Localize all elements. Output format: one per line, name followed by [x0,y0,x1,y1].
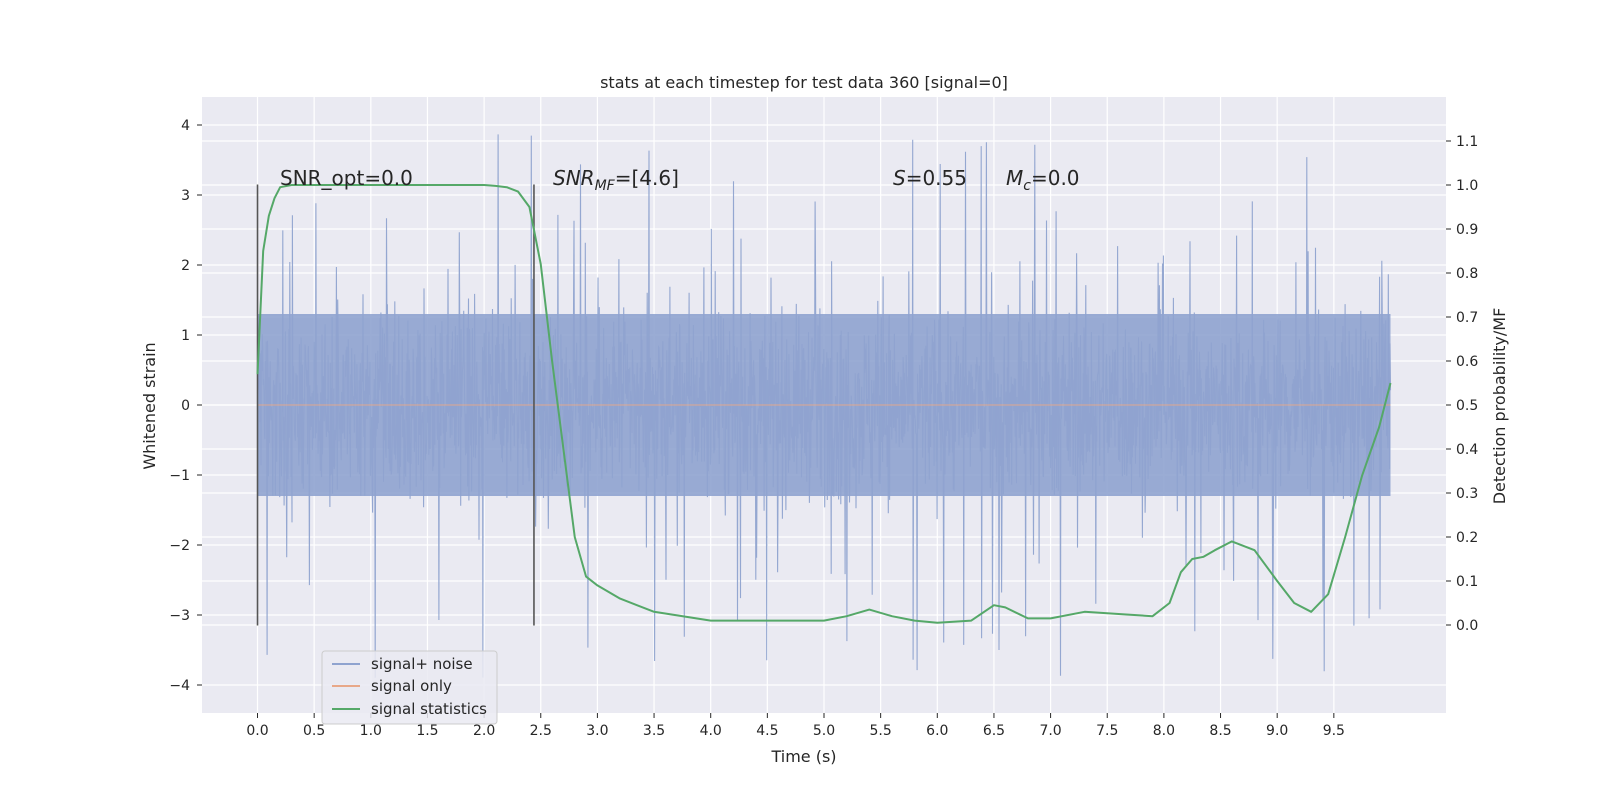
annotation-mc-main: M [1006,166,1023,190]
y2-tick-label: 0.0 [1456,618,1478,634]
y2-tick-label: 0.3 [1456,486,1478,502]
legend: signal+ noise signal only signal statist… [321,650,498,725]
annotation-s-main: S [893,166,906,190]
y-tick-label: −1 [169,468,190,484]
x-tick-label: 8.5 [1209,723,1231,739]
x-tick-label: 5.5 [870,723,892,739]
y2-tick-label: 0.2 [1456,530,1478,546]
x-tick-label: 1.5 [416,723,438,739]
legend-label-signal-only: signal only [371,677,452,695]
x-axis-label: Time (s) [770,747,836,766]
legend-label-statistics: signal statistics [371,700,487,718]
series-signal-statistics [256,184,1392,624]
x-tick-label: 1.0 [360,723,382,739]
y2-tick-label: 1.1 [1456,134,1478,150]
annotation-mc-value: =0.0 [1031,166,1080,190]
x-tick-label: 0.0 [246,723,268,739]
annotation-mc-sub: c [1023,178,1031,194]
annotation-mc: Mc=0.0 [1006,166,1080,194]
y-tick-label: 2 [181,258,190,274]
x-tick-label: 8.0 [1153,723,1175,739]
annotation-s: S=0.55 [893,166,967,190]
y2-axis-label: Detection probability/MF [1490,308,1509,505]
y-tick-label: 0 [181,398,190,414]
y-tick-label: 4 [181,118,190,134]
y2-tick-label: 0.4 [1456,442,1478,458]
x-tick-label: 7.5 [1096,723,1118,739]
annotation-snr-mf-value: =[4.6] [615,166,679,190]
chart-title: stats at each timestep for test data 360… [600,73,1008,92]
y-axis-ticks: −4 −3 −2 −1 0 1 2 3 4 [169,118,202,694]
statistics-line [256,184,1392,624]
y2-tick-label: 0.9 [1456,222,1478,238]
y2-axis-ticks: 0.0 0.1 0.2 0.3 0.4 0.5 0.6 0.7 0.8 0.9 1.0 1.1 [1446,134,1478,634]
y2-tick-label: 0.7 [1456,310,1478,326]
x-tick-label: 3.0 [586,723,608,739]
y-tick-label: 1 [181,328,190,344]
legend-box [321,650,498,725]
legend-label-noise: signal+ noise [371,655,473,673]
annotation-snr-mf-sub: MF [595,178,616,194]
x-axis-ticks: 0.0 0.5 1.0 1.5 2.0 2.5 3.0 3.5 4.0 4.5 5.0 5.5 6.0 6… [246,713,1345,739]
annotation-snr-opt: SNR_opt=0.0 [280,166,413,190]
annotation-snr-mf: SNRMF=[4.6] [553,166,679,194]
x-tick-label: 6.5 [983,723,1005,739]
y2-tick-label: 1.0 [1456,178,1478,194]
y-tick-label: 3 [181,188,190,204]
annotation-s-value: =0.55 [906,166,967,190]
annotation-snr-mf-main: SNR [553,166,595,190]
y-axis-label: Whitened strain [140,342,159,469]
y2-tick-label: 0.1 [1456,574,1478,590]
x-tick-label: 3.5 [643,723,665,739]
x-tick-label: 2.0 [473,723,495,739]
vertical-markers [256,184,535,626]
x-tick-label: 5.0 [813,723,835,739]
x-tick-label: 4.5 [756,723,778,739]
y2-tick-label: 0.6 [1456,354,1478,370]
x-tick-label: 4.0 [700,723,722,739]
x-tick-label: 7.0 [1039,723,1061,739]
y-tick-label: −2 [169,538,190,554]
y-tick-label: −3 [169,608,190,624]
x-tick-label: 6.0 [926,723,948,739]
y2-tick-label: 0.8 [1456,266,1478,282]
y2-tick-label: 0.5 [1456,398,1478,414]
x-tick-label: 9.5 [1323,723,1345,739]
y-tick-label: −4 [169,678,190,694]
x-tick-label: 0.5 [303,723,325,739]
x-tick-label: 9.0 [1266,723,1288,739]
x-tick-label: 2.5 [530,723,552,739]
